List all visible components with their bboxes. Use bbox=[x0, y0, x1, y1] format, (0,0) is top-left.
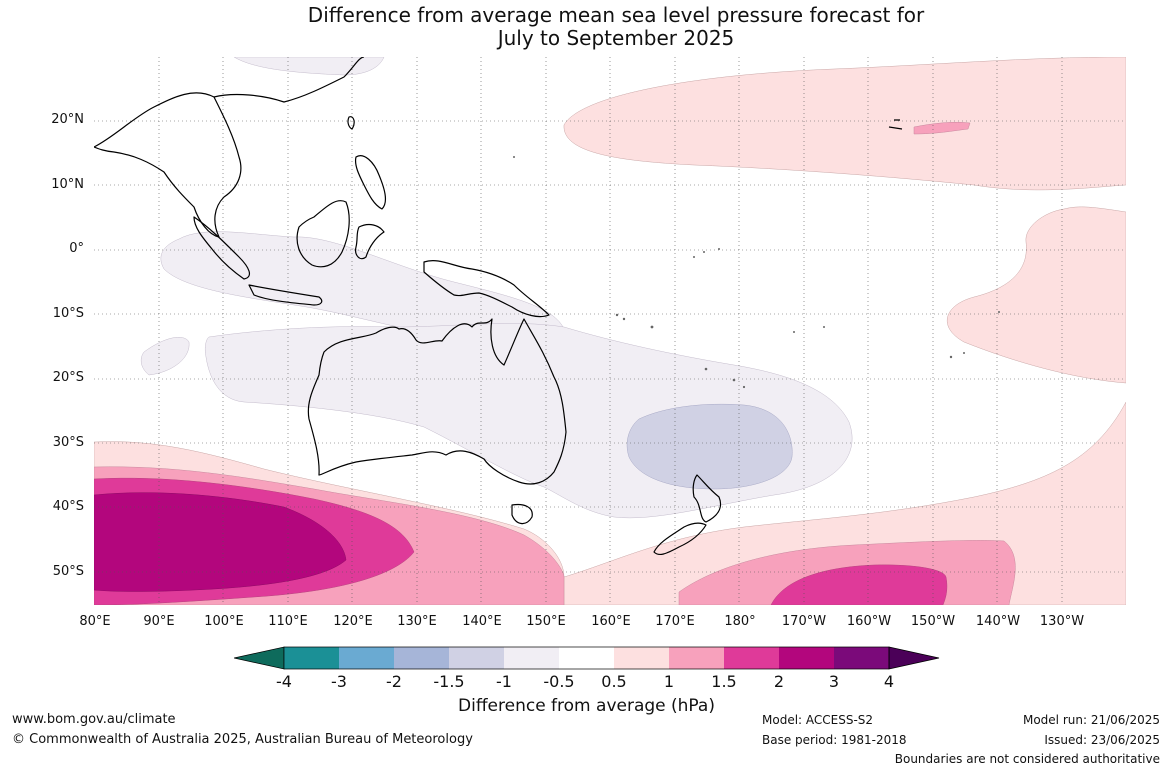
north-asia-anomaly bbox=[233, 57, 385, 76]
colorbar-tick: -4 bbox=[276, 672, 292, 691]
colorbar-swatch bbox=[669, 647, 724, 669]
colorbar-tick: 1 bbox=[663, 672, 675, 691]
lon-label-90e: 90°E bbox=[143, 614, 175, 629]
anomaly-shading-very-strong-positive bbox=[94, 492, 347, 592]
anomaly-shading-negative bbox=[626, 403, 793, 490]
lon-label-170e: 170°E bbox=[655, 614, 695, 629]
lat-label-40s: 40°S bbox=[52, 499, 84, 514]
colorbar-tick: 2 bbox=[773, 672, 785, 691]
lon-label-130e: 130°E bbox=[397, 614, 437, 629]
lat-label-equator: 0° bbox=[69, 241, 84, 256]
lon-label-140e: 140°E bbox=[462, 614, 502, 629]
title-line-2: July to September 2025 bbox=[497, 26, 735, 50]
east-pacific-anomaly bbox=[946, 206, 1126, 384]
colorbar-tick: 3 bbox=[828, 672, 840, 691]
colorbar-tick: -1 bbox=[496, 672, 512, 691]
lon-label-170w: 170°W bbox=[781, 614, 827, 629]
new-zealand-south-coastline bbox=[653, 522, 707, 556]
southern-indian-anomaly-3 bbox=[94, 492, 347, 592]
lon-label-110e: 110°E bbox=[268, 614, 308, 629]
model-info: Model: ACCESS-S2 bbox=[762, 713, 874, 727]
colorbar-label: Difference from average (hPa) bbox=[458, 696, 715, 716]
colorbar-swatch bbox=[394, 647, 449, 669]
sulawesi-coastline bbox=[355, 223, 385, 260]
title-line-1: Difference from average mean sea level p… bbox=[307, 3, 925, 27]
colorbar-swatch bbox=[284, 647, 339, 669]
colorbar-swatches bbox=[233, 646, 940, 670]
colorbar-swatch bbox=[614, 647, 669, 669]
borneo-coastline bbox=[296, 200, 350, 268]
australia-coastline bbox=[307, 318, 567, 485]
colorbar-arrow-low bbox=[233, 646, 285, 670]
tasmania-coastline bbox=[511, 503, 533, 525]
java-coastline bbox=[248, 284, 323, 306]
sumatra-coastline bbox=[193, 216, 251, 280]
new-guinea-coastline bbox=[423, 260, 550, 318]
colorbar-tick: 4 bbox=[883, 672, 895, 691]
lon-label-150e: 150°E bbox=[526, 614, 566, 629]
lon-label-120e: 120°E bbox=[333, 614, 373, 629]
colorbar-swatch bbox=[779, 647, 834, 669]
china-coastline bbox=[213, 57, 365, 103]
lat-label-10s: 10°S bbox=[52, 306, 84, 321]
map-panel bbox=[94, 57, 1126, 605]
lat-label-50s: 50°S bbox=[52, 564, 84, 579]
colorbar-swatch bbox=[504, 647, 559, 669]
copyright-notice: © Commonwealth of Australia 2025, Austra… bbox=[12, 732, 473, 747]
lon-label-80e: 80°E bbox=[79, 614, 111, 629]
boundaries-disclaimer: Boundaries are not considered authoritat… bbox=[894, 752, 1160, 766]
lon-label-100e: 100°E bbox=[204, 614, 244, 629]
map-title: Difference from average mean sea level p… bbox=[0, 4, 1173, 50]
new-zealand-north-coastline bbox=[692, 474, 722, 523]
west-indian-anomaly bbox=[140, 337, 190, 376]
lon-label-160e: 160°E bbox=[591, 614, 631, 629]
colorbar-tick: -0.5 bbox=[543, 672, 575, 691]
base-period-info: Base period: 1981-2018 bbox=[762, 733, 907, 747]
lon-label-130w: 130°W bbox=[1039, 614, 1085, 629]
lat-label-10n: 10°N bbox=[51, 177, 84, 192]
model-run-date: Model run: 21/06/2025 bbox=[1022, 713, 1160, 727]
lon-label-160w: 160°W bbox=[846, 614, 892, 629]
colorbar-tick: -1.5 bbox=[433, 672, 465, 691]
coastlines bbox=[94, 57, 903, 556]
colorbar-swatch bbox=[449, 647, 504, 669]
colorbar-swatch bbox=[724, 647, 779, 669]
hawaii-anomaly bbox=[913, 121, 971, 135]
taiwan-coastline bbox=[347, 116, 355, 130]
graticule bbox=[94, 57, 1126, 605]
north-pacific-anomaly bbox=[563, 57, 1126, 191]
colorbar-arrow-high bbox=[888, 646, 940, 670]
pacific-islands bbox=[513, 156, 1000, 389]
tasman-anomaly bbox=[626, 403, 793, 490]
website-link[interactable]: www.bom.gov.au/climate bbox=[12, 712, 176, 727]
lon-label-180: 180° bbox=[724, 614, 756, 629]
colorbar-tick: -2 bbox=[386, 672, 402, 691]
colorbar bbox=[233, 646, 940, 674]
colorbar-swatch bbox=[834, 647, 889, 669]
anomaly-map bbox=[94, 57, 1126, 605]
lat-label-20s: 20°S bbox=[52, 370, 84, 385]
southeast-asia-coastline bbox=[94, 92, 242, 238]
colorbar-tick: 1.5 bbox=[711, 672, 737, 691]
lat-label-30s: 30°S bbox=[52, 435, 84, 450]
lon-label-150w: 150°W bbox=[910, 614, 956, 629]
hawaii-coastline bbox=[888, 119, 903, 130]
issued-date: Issued: 23/06/2025 bbox=[1044, 733, 1160, 747]
lat-label-20n: 20°N bbox=[51, 112, 84, 127]
colorbar-swatch bbox=[559, 647, 614, 669]
philippines-coastline bbox=[354, 155, 387, 210]
colorbar-tick: 0.5 bbox=[601, 672, 627, 691]
colorbar-swatch bbox=[339, 647, 394, 669]
southern-pacific-anomaly-2 bbox=[770, 564, 948, 605]
colorbar-tick: -3 bbox=[331, 672, 347, 691]
lon-label-140w: 140°W bbox=[975, 614, 1021, 629]
